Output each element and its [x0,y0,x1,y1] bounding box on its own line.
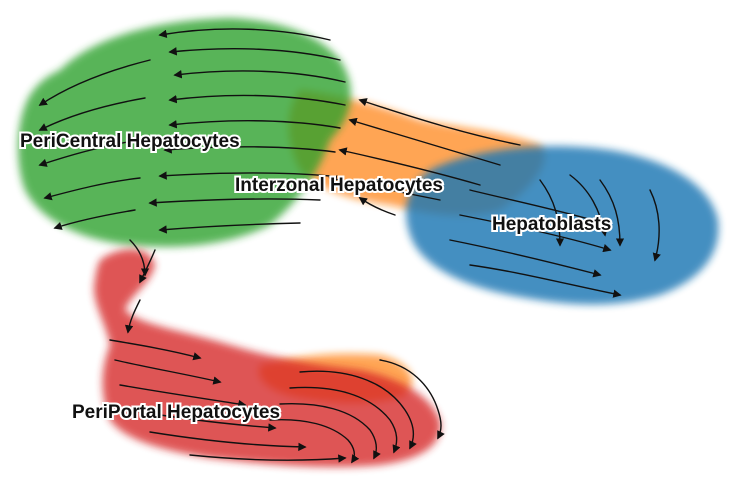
cluster-label-pericentral: PeriCentral Hepatocytes [20,131,240,152]
velocity-streamlines [38,28,661,464]
cluster-label-hepatoblasts: Hepatoblasts [492,214,611,235]
cluster-label-interzonal: Interzonal Hepatocytes [235,175,443,196]
cluster-region-periportal [93,249,441,468]
cluster-region-hepatoblasts [406,146,719,305]
cluster-label-periportal: PeriPortal Hepatocytes [72,402,280,423]
